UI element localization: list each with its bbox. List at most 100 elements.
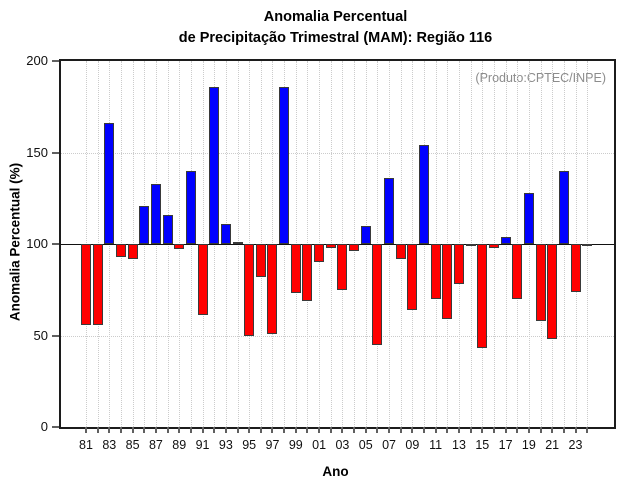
y-axis-tick — [52, 426, 59, 428]
x-axis-tick — [399, 427, 402, 433]
bar-above-baseline — [360, 225, 371, 244]
y-axis-tick — [52, 60, 59, 62]
bar-below-baseline — [197, 244, 208, 316]
bar-below-baseline — [453, 244, 464, 285]
x-axis-tick — [248, 427, 251, 433]
bar-above-baseline — [209, 86, 220, 244]
x-axis-tick — [96, 427, 99, 433]
x-axis-tick — [85, 427, 87, 433]
x-tick-label: 85 — [125, 438, 140, 452]
bar-above-baseline — [162, 214, 173, 244]
y-tick-label: 150 — [26, 144, 48, 160]
grid-line-horizontal — [61, 152, 614, 154]
x-axis-tick — [294, 427, 297, 433]
x-axis-tick — [341, 427, 344, 433]
x-axis-tick — [527, 427, 530, 433]
x-axis-tick — [119, 427, 122, 433]
bar-above-baseline — [558, 170, 569, 244]
bar-above-baseline — [279, 86, 290, 244]
bar-below-baseline — [174, 244, 185, 250]
bar-below-baseline — [395, 244, 406, 259]
x-axis-tick — [574, 427, 577, 433]
x-axis-tick — [586, 427, 589, 433]
x-tick-label: 19 — [521, 438, 536, 452]
bar-below-baseline — [582, 244, 593, 246]
y-axis-tick — [52, 151, 59, 154]
bar-below-baseline — [512, 244, 523, 299]
y-tick-label: 0 — [40, 419, 48, 434]
x-axis-tick — [504, 427, 507, 433]
x-tick-label: 99 — [288, 438, 303, 452]
plot-area: (Produto:CPTEC/INPE) 81 83 85 87 89 91 93 95 97 9… — [26, 53, 616, 452]
x-axis-tick — [154, 427, 157, 433]
x-axis-tick — [108, 427, 111, 433]
bar-below-baseline — [81, 244, 91, 325]
bar-above-baseline — [220, 223, 231, 244]
x-axis-tick — [143, 427, 146, 433]
bar-below-baseline — [547, 244, 558, 340]
x-tick-label: 83 — [102, 438, 117, 452]
x-axis-tick — [271, 427, 274, 433]
x-axis-tick — [353, 427, 356, 433]
y-axis-tick — [52, 243, 59, 245]
x-axis-tick — [189, 427, 192, 433]
y-axis-tick — [52, 334, 59, 337]
x-axis-tick — [457, 427, 460, 433]
bar-below-baseline — [372, 244, 383, 345]
y-tick-label: 50 — [33, 327, 48, 343]
bar-below-baseline — [92, 244, 103, 325]
x-axis-tick — [236, 427, 239, 433]
x-axis-tick — [551, 427, 554, 433]
bar-below-baseline — [442, 244, 453, 320]
x-tick-label: 87 — [148, 438, 163, 452]
x-tick-label: 81 — [79, 438, 93, 452]
grid-line-horizontal — [61, 335, 614, 337]
bar-below-baseline — [127, 244, 138, 259]
x-axis-tick — [201, 427, 204, 433]
bar-below-baseline — [255, 244, 266, 277]
x-tick-label: 07 — [382, 438, 396, 452]
x-axis-tick — [469, 427, 472, 433]
x-tick-label: 01 — [312, 438, 327, 452]
bar-below-baseline — [325, 244, 336, 248]
x-axis-tick — [422, 427, 425, 433]
bar-above-baseline — [139, 205, 150, 244]
x-axis-tick — [388, 427, 391, 433]
bar-below-baseline — [244, 244, 255, 336]
bar-below-baseline — [349, 244, 360, 252]
x-tick-label: 95 — [242, 438, 257, 452]
x-axis-tick — [516, 427, 519, 433]
x-axis-tick — [539, 427, 542, 433]
x-axis-tick — [259, 427, 262, 433]
bar-below-baseline — [267, 244, 278, 334]
chart-title-line2: de Precipitação Trimestral (MAM): Região… — [178, 30, 493, 46]
x-tick-label: 17 — [498, 438, 513, 452]
x-axis-tick — [166, 427, 169, 433]
bar-below-baseline — [290, 244, 301, 294]
bar-below-baseline — [488, 244, 499, 248]
x-tick-label: 09 — [405, 438, 420, 452]
bar-below-baseline — [430, 244, 441, 299]
x-tick-label: 89 — [172, 438, 187, 452]
bar-above-baseline — [185, 170, 196, 244]
x-axis-tick — [562, 427, 565, 433]
x-tick-label: 15 — [475, 438, 490, 452]
x-tick-label: 91 — [195, 438, 210, 452]
bar-above-baseline — [418, 145, 429, 244]
x-axis-tick — [329, 427, 332, 433]
x-axis-tick — [434, 427, 437, 433]
bar-below-baseline — [337, 244, 348, 290]
x-axis-tick — [446, 427, 449, 433]
x-axis-tick — [376, 427, 379, 433]
x-tick-label: 97 — [265, 438, 280, 452]
x-tick-label: 13 — [452, 438, 466, 452]
bar-below-baseline — [477, 244, 488, 349]
x-axis-tick — [306, 427, 309, 433]
bar-below-baseline — [115, 244, 126, 257]
x-axis-tick — [131, 427, 134, 433]
x-axis-tick — [481, 427, 484, 433]
bar-below-baseline — [570, 244, 581, 292]
x-tick-label: 23 — [568, 438, 583, 452]
bar-below-baseline — [535, 244, 546, 321]
